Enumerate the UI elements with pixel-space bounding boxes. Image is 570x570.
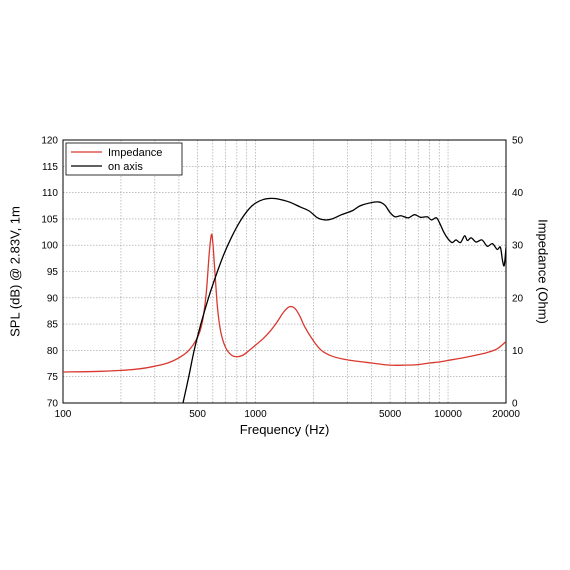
x-tick-label: 100	[55, 409, 72, 420]
x-tick-label: 1000	[244, 409, 267, 420]
series-line-impedance	[63, 233, 506, 373]
series-line-on-axis	[182, 197, 506, 403]
tick-labels: 100 500 1000 5000 10000 200007075808590951001…	[41, 136, 523, 421]
y-left-tick-label: 80	[47, 346, 59, 357]
y-left-tick-label: 95	[47, 267, 59, 278]
grid	[63, 140, 506, 403]
y-right-tick-label: 30	[512, 241, 524, 252]
x-tick-label: 20000	[492, 409, 520, 420]
y-left-tick-label: 70	[47, 399, 59, 410]
legend: Impedance on axis	[65, 142, 183, 176]
y-left-tick-label: 85	[47, 320, 59, 331]
legend-box	[65, 142, 183, 176]
x-axis-label: Frequency (Hz)	[240, 422, 330, 437]
y-right-tick-label: 10	[512, 346, 524, 357]
y-left-tick-label: 105	[41, 214, 58, 225]
legend-label-on-axis: on axis	[108, 161, 143, 173]
y-right-tick-label: 0	[512, 399, 518, 410]
y-left-tick-label: 115	[42, 162, 58, 173]
y-left-tick-label: 75	[47, 372, 59, 383]
y-axis-right-label: Impedance (Ohm)	[536, 219, 551, 324]
legend-label-impedance: Impedance	[108, 147, 162, 159]
x-tick-label: 10000	[434, 409, 462, 420]
y-axis-left-label: SPL (dB) @ 2.83V, 1m	[7, 206, 22, 337]
plot-frame	[62, 139, 507, 404]
x-tick-label: 5000	[379, 409, 402, 420]
y-left-tick-label: 110	[42, 188, 58, 199]
y-right-tick-label: 20	[512, 293, 524, 304]
y-right-tick-label: 50	[512, 136, 524, 147]
y-right-tick-label: 40	[512, 188, 524, 199]
y-left-tick-label: 90	[47, 293, 59, 304]
series-layer	[63, 197, 506, 403]
x-tick-label: 500	[189, 409, 206, 420]
y-left-tick-label: 120	[41, 136, 58, 147]
y-left-tick-label: 100	[41, 241, 58, 252]
